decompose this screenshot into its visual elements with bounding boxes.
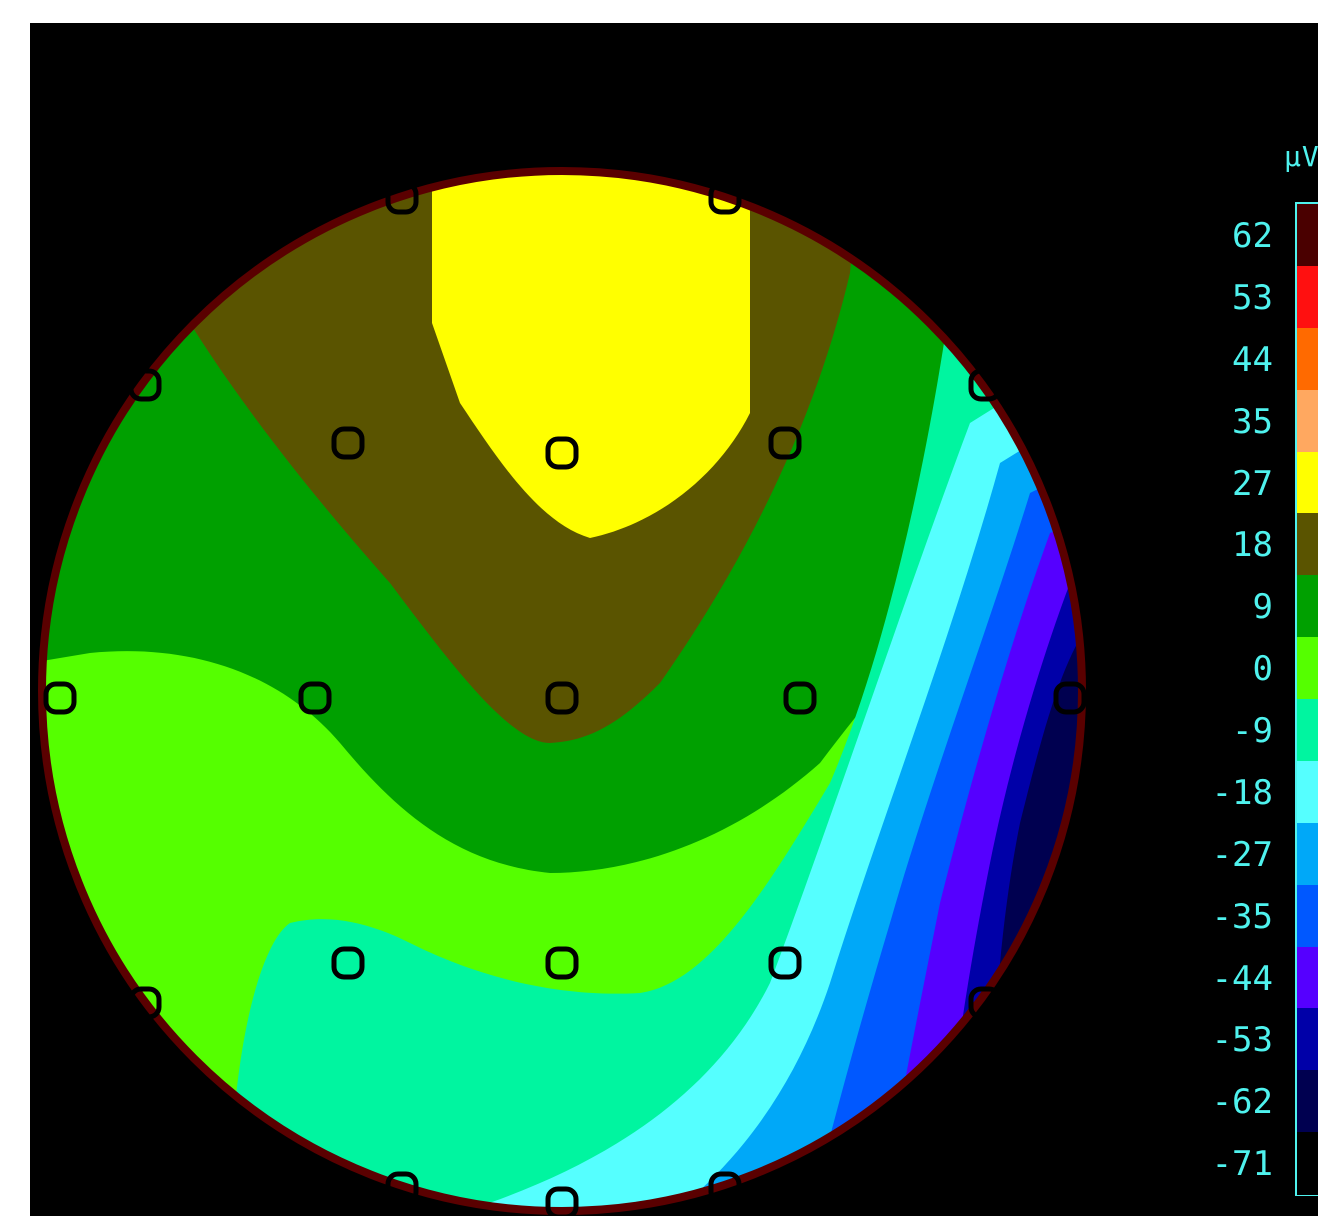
electrode-marker: [768, 426, 802, 460]
electrode-marker: [545, 681, 579, 715]
colorbar-segment: [1297, 946, 1318, 1010]
colorbar-tick-label: 18: [1232, 525, 1273, 566]
potential-contours: [42, 171, 1082, 1211]
colorbar-tick-label: 53: [1232, 277, 1273, 318]
colorbar-segment: [1297, 1132, 1318, 1195]
colorbar-tick-label: 0: [1252, 649, 1273, 690]
electrode-marker: [128, 986, 162, 1020]
electrode-marker: [545, 436, 579, 470]
colorbar-segment: [1297, 637, 1318, 700]
colorbar-tick-label: -44: [1211, 958, 1273, 999]
electrode-marker: [968, 368, 1002, 402]
colorbar-tick-label: -62: [1211, 1082, 1273, 1123]
scalp-topography: [38, 167, 1087, 1216]
colorbar-segment: [1297, 265, 1318, 329]
colorbar-tick-label: -9: [1232, 711, 1273, 751]
colorbar-tick-label: 9: [1252, 587, 1273, 628]
colorbar-segment: [1297, 451, 1318, 515]
colorbar-tick-label: -18: [1211, 772, 1273, 813]
colorbar-tick-label: -27: [1211, 834, 1273, 875]
electrode-markers: [43, 181, 1087, 1216]
colorbar-tick-label: 27: [1232, 463, 1273, 504]
colorbar-unit-label: µV: [1284, 140, 1318, 173]
colorbar: [1295, 202, 1318, 1196]
colorbar-tick-label: -53: [1211, 1020, 1273, 1061]
colorbar-segment: [1297, 822, 1318, 886]
region-level-27: [432, 171, 750, 538]
colorbar-segment: [1297, 1070, 1318, 1134]
electrode-marker: [783, 681, 817, 715]
electrode-marker: [128, 368, 162, 402]
electrode-marker: [708, 181, 742, 215]
colorbar-tick-label: 62: [1232, 216, 1273, 256]
electrode-marker: [1053, 681, 1087, 715]
colorbar-segment: [1297, 699, 1318, 762]
electrode-marker: [298, 681, 332, 715]
electrode-marker: [43, 681, 77, 715]
electrode-marker: [708, 1171, 742, 1205]
colorbar-tick-label: 35: [1232, 401, 1273, 442]
colorbar-tick-label: -35: [1211, 896, 1273, 937]
colorbar-segment: [1297, 204, 1318, 267]
electrode-marker: [331, 426, 365, 460]
colorbar-segment: [1297, 1008, 1318, 1072]
electrode-marker: [768, 946, 802, 980]
colorbar-tick-label: -71: [1211, 1144, 1273, 1185]
colorbar-segment: [1297, 513, 1318, 577]
electrode-marker: [385, 181, 419, 215]
colorbar-segment: [1297, 575, 1318, 639]
electrode-marker: [545, 1186, 579, 1216]
electrode-marker: [385, 1171, 419, 1205]
colorbar-segment: [1297, 389, 1318, 453]
electrode-marker: [545, 946, 579, 980]
colorbar-segment: [1297, 884, 1318, 948]
electrode-marker: [331, 946, 365, 980]
colorbar-segment: [1297, 327, 1318, 391]
colorbar-segment: [1297, 760, 1318, 824]
topographic-map-panel: µV 62 53 44 35 27 18 9 0 -9 -18 -27 -35 -44 -53 -62 -71: [30, 23, 1318, 1216]
colorbar-tick-label: 44: [1232, 339, 1273, 380]
electrode-marker: [968, 986, 1002, 1020]
